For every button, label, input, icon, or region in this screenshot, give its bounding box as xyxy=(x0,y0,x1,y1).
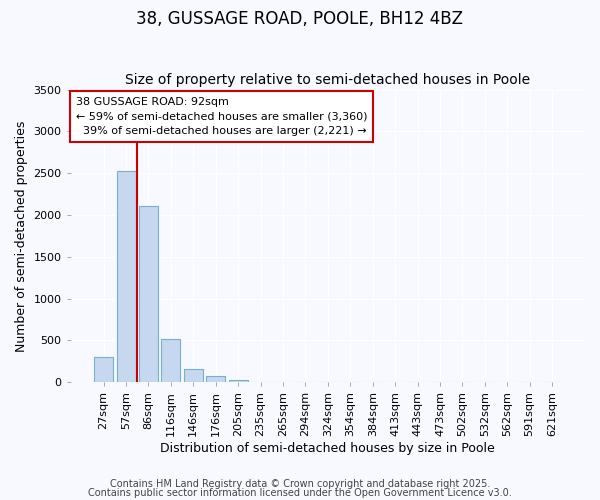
Bar xyxy=(161,339,181,382)
Text: 38, GUSSAGE ROAD, POOLE, BH12 4BZ: 38, GUSSAGE ROAD, POOLE, BH12 4BZ xyxy=(137,10,464,28)
Y-axis label: Number of semi-detached properties: Number of semi-detached properties xyxy=(15,120,28,352)
Bar xyxy=(116,170,136,382)
Title: Size of property relative to semi-detached houses in Poole: Size of property relative to semi-detach… xyxy=(125,73,530,87)
Text: Contains public sector information licensed under the Open Government Licence v3: Contains public sector information licen… xyxy=(88,488,512,498)
Text: Contains HM Land Registry data © Crown copyright and database right 2025.: Contains HM Land Registry data © Crown c… xyxy=(110,479,490,489)
Bar xyxy=(139,206,158,382)
X-axis label: Distribution of semi-detached houses by size in Poole: Distribution of semi-detached houses by … xyxy=(160,442,495,455)
Bar xyxy=(229,380,248,382)
Bar xyxy=(94,357,113,382)
Bar xyxy=(206,376,225,382)
Bar xyxy=(184,370,203,382)
Text: 38 GUSSAGE ROAD: 92sqm
← 59% of semi-detached houses are smaller (3,360)
  39% o: 38 GUSSAGE ROAD: 92sqm ← 59% of semi-det… xyxy=(76,97,367,136)
